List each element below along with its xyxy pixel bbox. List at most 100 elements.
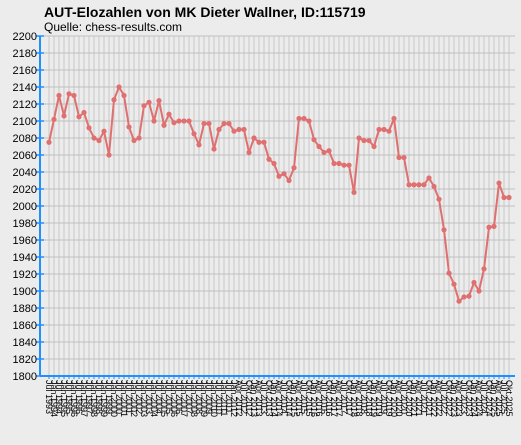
x-tick-label: Jan 2005 — [159, 380, 169, 417]
point — [286, 177, 292, 184]
point — [386, 128, 392, 134]
y-tick-label: 2080 — [13, 133, 37, 145]
point — [86, 125, 92, 131]
point — [236, 126, 242, 133]
point — [116, 84, 122, 90]
x-tick-label: Okt 2020 — [404, 380, 414, 417]
point — [316, 143, 322, 150]
point — [291, 165, 297, 171]
point — [251, 135, 257, 141]
x-tick-label: Jul 1996 — [74, 380, 84, 414]
x-tick-label: Okt 2019 — [384, 380, 394, 417]
point — [161, 122, 167, 128]
point — [451, 281, 457, 287]
x-tick-label: Jan 2008 — [189, 380, 199, 417]
x-tick-label: Okt 2023 — [464, 380, 474, 417]
x-tick-label: Jul 2009 — [204, 380, 214, 414]
point — [231, 128, 237, 134]
point — [281, 171, 287, 177]
x-tick-label: Jul 1995 — [64, 380, 74, 414]
chart-subtitle: Quelle: chess-results.com — [44, 20, 182, 34]
point — [61, 113, 67, 119]
x-tick-label: Jan 2007 — [179, 380, 189, 417]
point — [481, 266, 487, 272]
point — [436, 196, 442, 202]
x-tick-label: Jul 2008 — [194, 380, 204, 414]
point — [111, 97, 117, 103]
x-tick-label: Jan 1998 — [89, 380, 99, 417]
point — [431, 183, 437, 190]
x-tick-label: Jul 1993 — [44, 380, 54, 414]
x-tick-label: Jan 1995 — [59, 380, 69, 417]
y-tick-label: 2100 — [13, 116, 37, 128]
point — [206, 120, 212, 127]
x-tick-label: Jul 2004 — [154, 380, 164, 414]
y-tick-label: 2160 — [13, 65, 37, 77]
x-tick-label: Jan 2010 — [209, 380, 219, 417]
x-tick-label: Okt 2014 — [284, 380, 294, 417]
x-tick-label: Jul 2018 — [359, 380, 369, 414]
x-tick-label: Jul 2025 — [499, 380, 509, 414]
point — [91, 135, 97, 141]
x-tick-label: Apr 2024 — [474, 380, 484, 417]
x-tick-label: Okt 2024 — [484, 380, 494, 417]
x-tick-label: Jan 2023 — [449, 380, 459, 417]
x-tick-label: Jan 2001 — [119, 380, 129, 417]
x-tick-label: Jan 2022 — [429, 380, 439, 417]
x-tick-label: Jul 2013 — [259, 380, 269, 414]
point — [216, 126, 222, 133]
x-tick-label: Okt 2013 — [264, 380, 274, 417]
point — [501, 194, 507, 201]
point — [381, 126, 387, 133]
x-tick-label: Jan 2013 — [249, 380, 259, 417]
x-tick-label: Jan 2021 — [409, 380, 419, 417]
y-tick-label: 2200 — [13, 31, 37, 43]
point — [156, 98, 162, 104]
point — [151, 118, 157, 124]
x-tick-label: Jan 2006 — [169, 380, 179, 417]
point — [406, 182, 412, 188]
x-tick-label: Jan 2004 — [149, 380, 159, 417]
x-tick-label: Okt 2017 — [344, 380, 354, 417]
point — [186, 118, 192, 124]
point — [371, 143, 377, 150]
point — [101, 128, 107, 134]
x-tick-label: Jul 1998 — [94, 380, 104, 414]
point — [81, 109, 87, 116]
point — [306, 118, 312, 124]
x-tick-label: Okt 2022 — [444, 380, 454, 417]
x-tick-label: Jan 2014 — [269, 380, 279, 417]
point — [311, 137, 317, 143]
point — [461, 294, 467, 300]
point — [506, 194, 512, 201]
x-tick-label: Jul 2015 — [299, 380, 309, 414]
point — [426, 175, 432, 181]
x-tick-label: Jan 1997 — [79, 380, 89, 417]
point — [391, 115, 397, 122]
y-tick-label: 1960 — [13, 235, 37, 247]
chart-title: AUT-Elozahlen von MK Dieter Wallner, ID:… — [44, 4, 366, 20]
x-tick-label: Jan 2020 — [389, 380, 399, 417]
point — [131, 137, 137, 144]
y-tick-label: 1880 — [13, 303, 37, 315]
x-tick-label: Jul 2006 — [174, 380, 184, 414]
x-tick-label: Jan 2018 — [349, 380, 359, 417]
point — [336, 160, 342, 167]
x-tick-label: Apr 2018 — [354, 380, 364, 417]
x-tick-label: Jul 2011 — [224, 380, 234, 413]
x-tick-label: Apr 2022 — [434, 380, 444, 417]
point — [351, 189, 357, 195]
x-tick-label: Jul 1994 — [54, 380, 64, 414]
y-tick-label: 2180 — [13, 48, 37, 60]
y-tick-label: 1820 — [13, 354, 37, 366]
x-tick-label: Apr 2015 — [294, 380, 304, 417]
x-tick-label: Jul 1997 — [84, 380, 94, 414]
y-tick-label: 2000 — [13, 201, 37, 213]
x-tick-label: Jan 2025 — [489, 380, 499, 417]
y-tick-label: 1940 — [13, 252, 37, 264]
y-tick-label: 1980 — [13, 218, 37, 230]
x-tick-label: Okt 2012 — [244, 380, 254, 417]
point — [46, 139, 52, 145]
x-tick-label: Apr 2025 — [494, 380, 504, 417]
